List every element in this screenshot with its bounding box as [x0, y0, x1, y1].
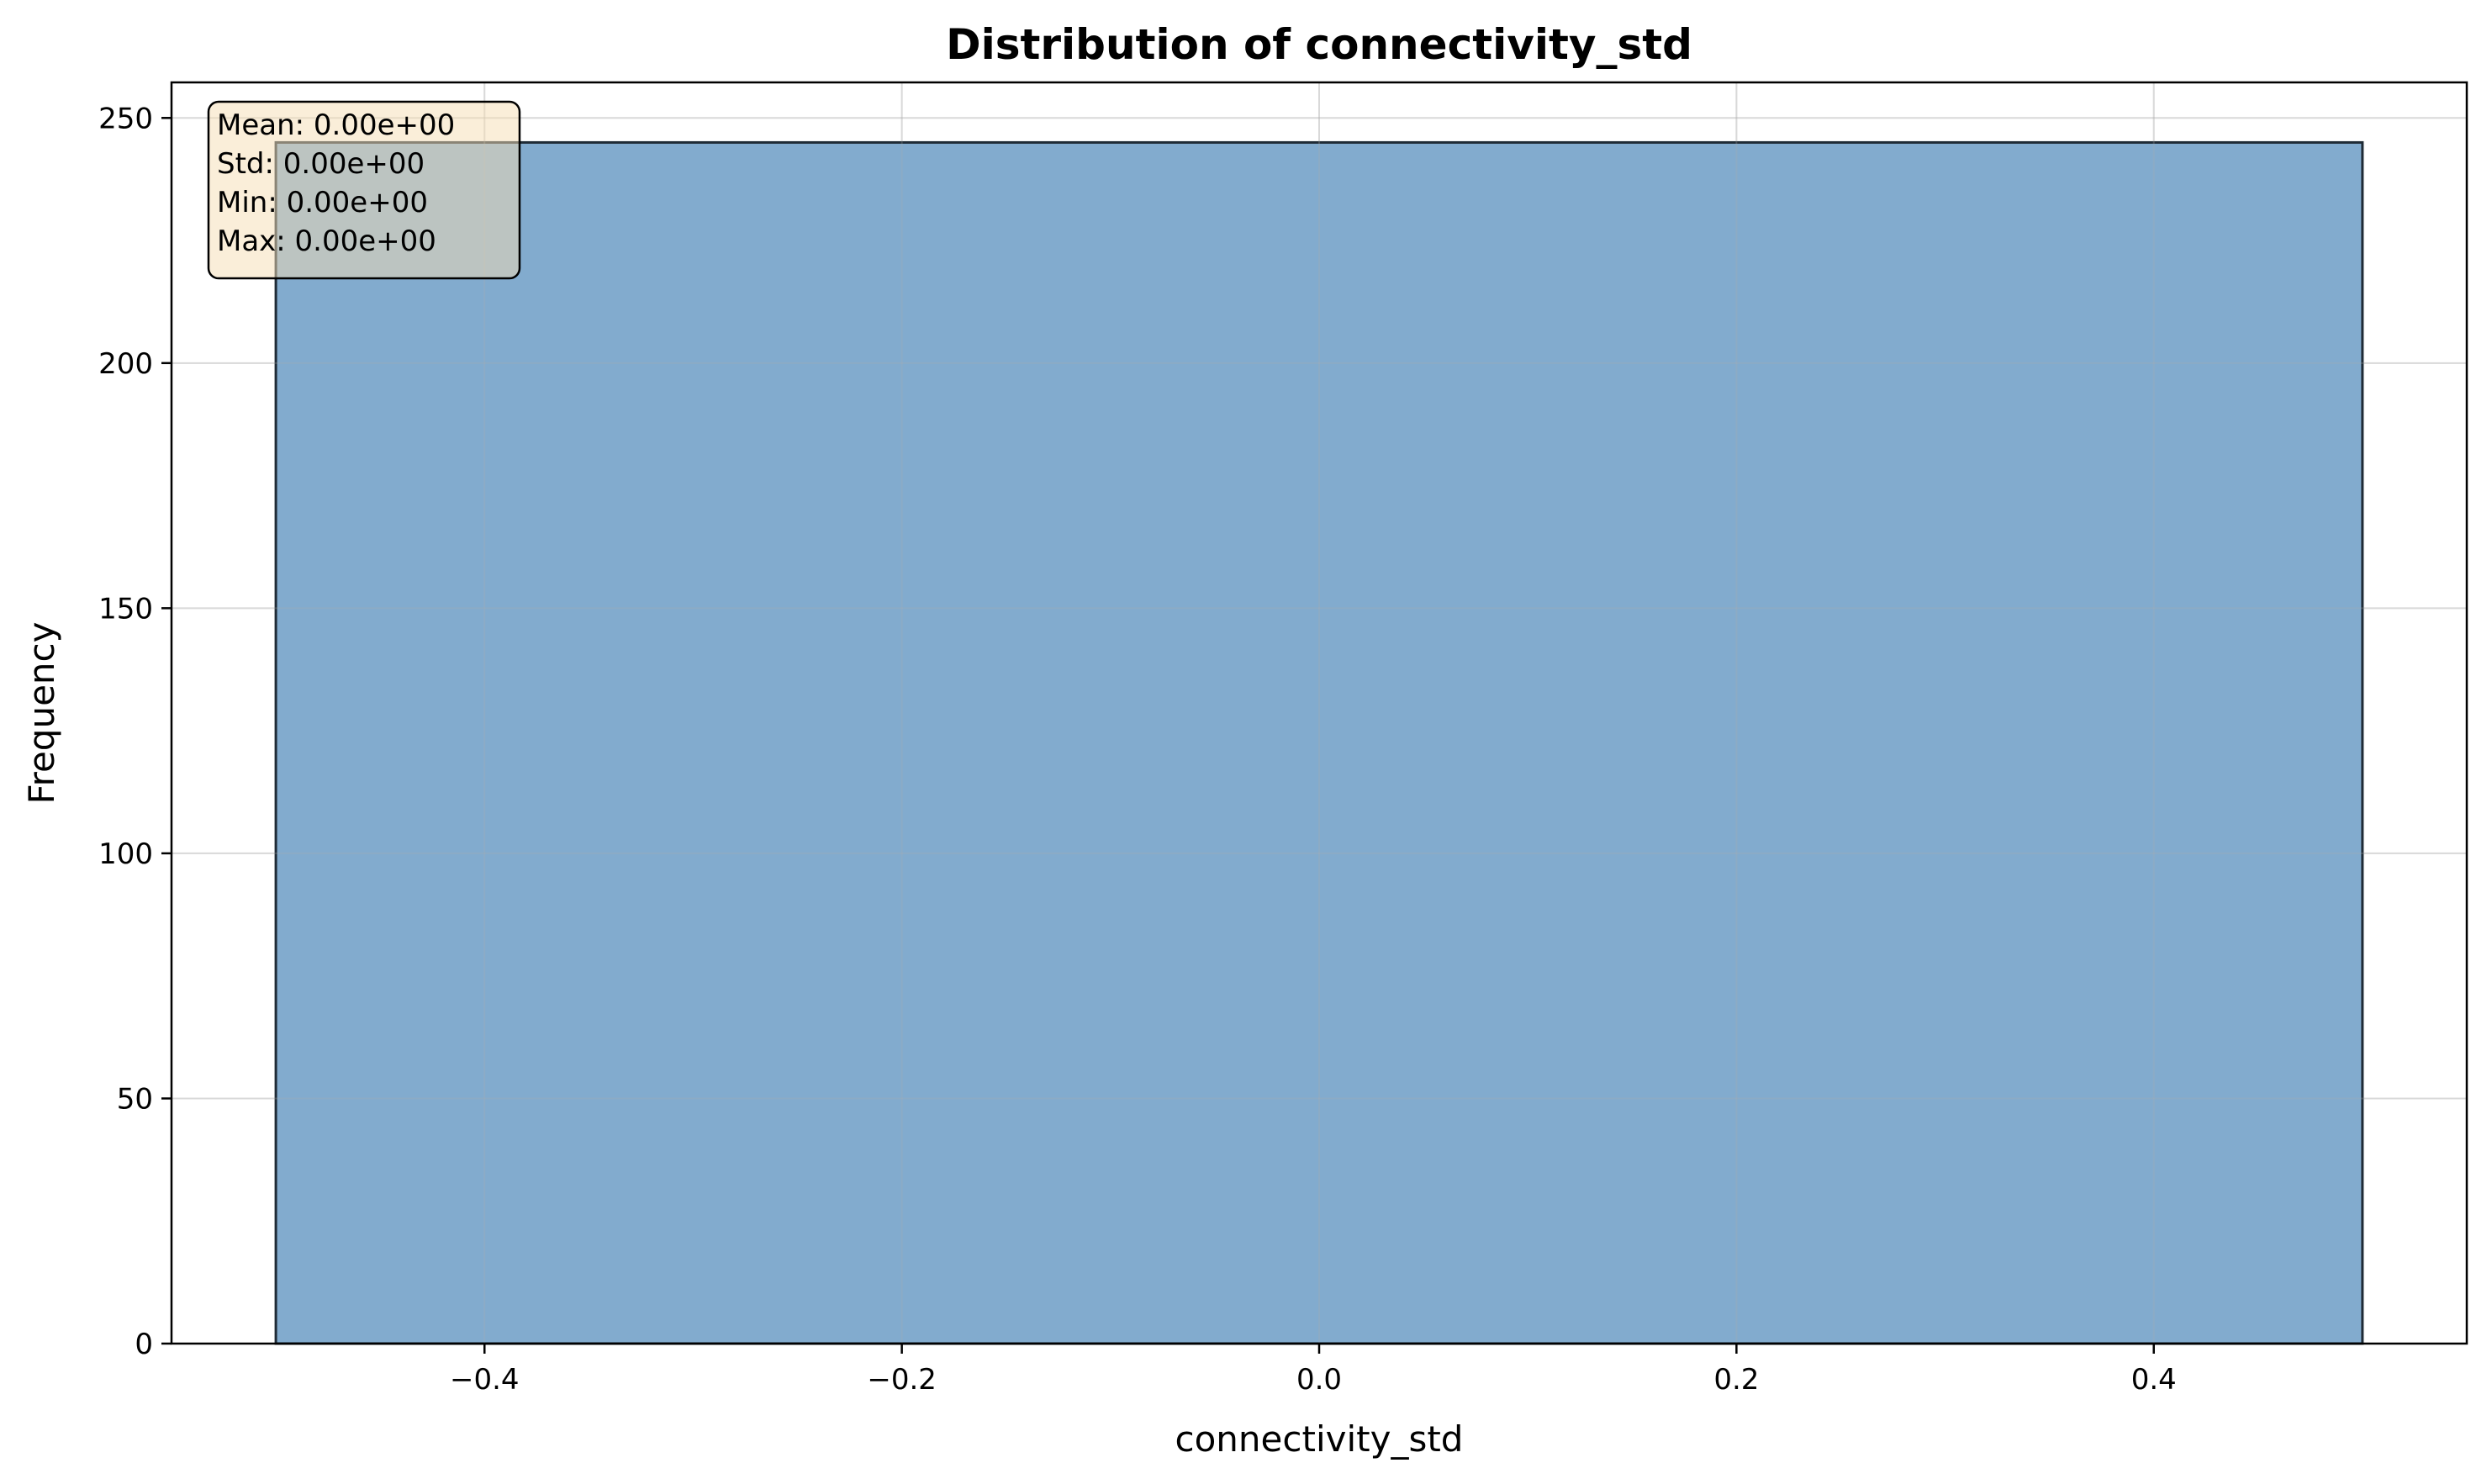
histogram-bar — [274, 140, 2364, 1345]
x-tick-label: 0.0 — [1296, 1363, 1342, 1397]
bars-layer — [172, 82, 2467, 1345]
x-tick-label: 0.2 — [1713, 1363, 1759, 1397]
y-tick-label: 200 — [98, 347, 153, 381]
stats-mean: Mean: 0.00e+00 — [217, 108, 455, 142]
y-tick-label: 250 — [98, 102, 153, 135]
y-tick-label: 100 — [98, 837, 153, 871]
stats-box-background — [207, 100, 521, 280]
x-axis-ticks: −0.4 −0.2 0.0 0.2 0.4 — [450, 1344, 2177, 1397]
chart-title: Distribution of connectivity_std — [946, 20, 1692, 69]
y-tick-label: 150 — [98, 592, 153, 626]
x-tick-label: −0.4 — [450, 1363, 520, 1397]
stats-box: Mean: 0.00e+00 Std: 0.00e+00 Min: 0.00e+… — [207, 100, 521, 280]
x-tick-label: −0.2 — [867, 1363, 937, 1397]
y-axis-label: Frequency — [21, 622, 62, 805]
x-axis-label: connectivity_std — [1175, 1418, 1464, 1460]
stats-min: Min: 0.00e+00 — [217, 186, 428, 219]
y-axis-ticks: 0 50 100 150 200 250 — [98, 102, 172, 1361]
y-tick-label: 50 — [117, 1082, 153, 1116]
stats-max: Max: 0.00e+00 — [217, 224, 436, 258]
stats-std: Std: 0.00e+00 — [217, 147, 425, 181]
y-tick-label: 0 — [135, 1328, 153, 1361]
x-tick-label: 0.4 — [2131, 1363, 2177, 1397]
